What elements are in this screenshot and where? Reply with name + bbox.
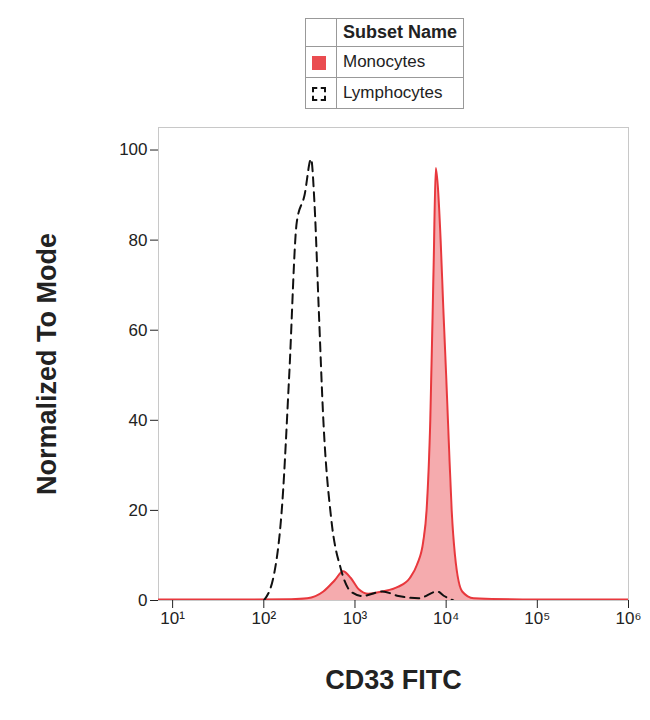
html-text:Subset Name: Subset Name: [343, 22, 457, 42]
svg-text:10³: 10³: [343, 609, 368, 628]
svg-text:CD33 FITC: CD33 FITC: [325, 665, 462, 695]
svg-text:60: 60: [129, 321, 148, 340]
svg-text:0: 0: [138, 591, 147, 610]
svg-text:Normalized To Mode: Normalized To Mode: [32, 233, 62, 495]
svg-text:80: 80: [129, 231, 148, 250]
svg-text:10⁶: 10⁶: [616, 609, 642, 628]
html-text:Lymphocytes: Lymphocytes: [343, 83, 443, 102]
svg-text:10⁴: 10⁴: [433, 609, 459, 628]
svg-text:20: 20: [129, 501, 148, 520]
svg-text:40: 40: [129, 411, 148, 430]
svg-text:10²: 10²: [252, 609, 277, 628]
svg-text:10⁵: 10⁵: [524, 609, 550, 628]
svg-text:10¹: 10¹: [160, 609, 185, 628]
html-text:Monocytes: Monocytes: [343, 52, 426, 71]
svg-text:100: 100: [119, 140, 147, 159]
